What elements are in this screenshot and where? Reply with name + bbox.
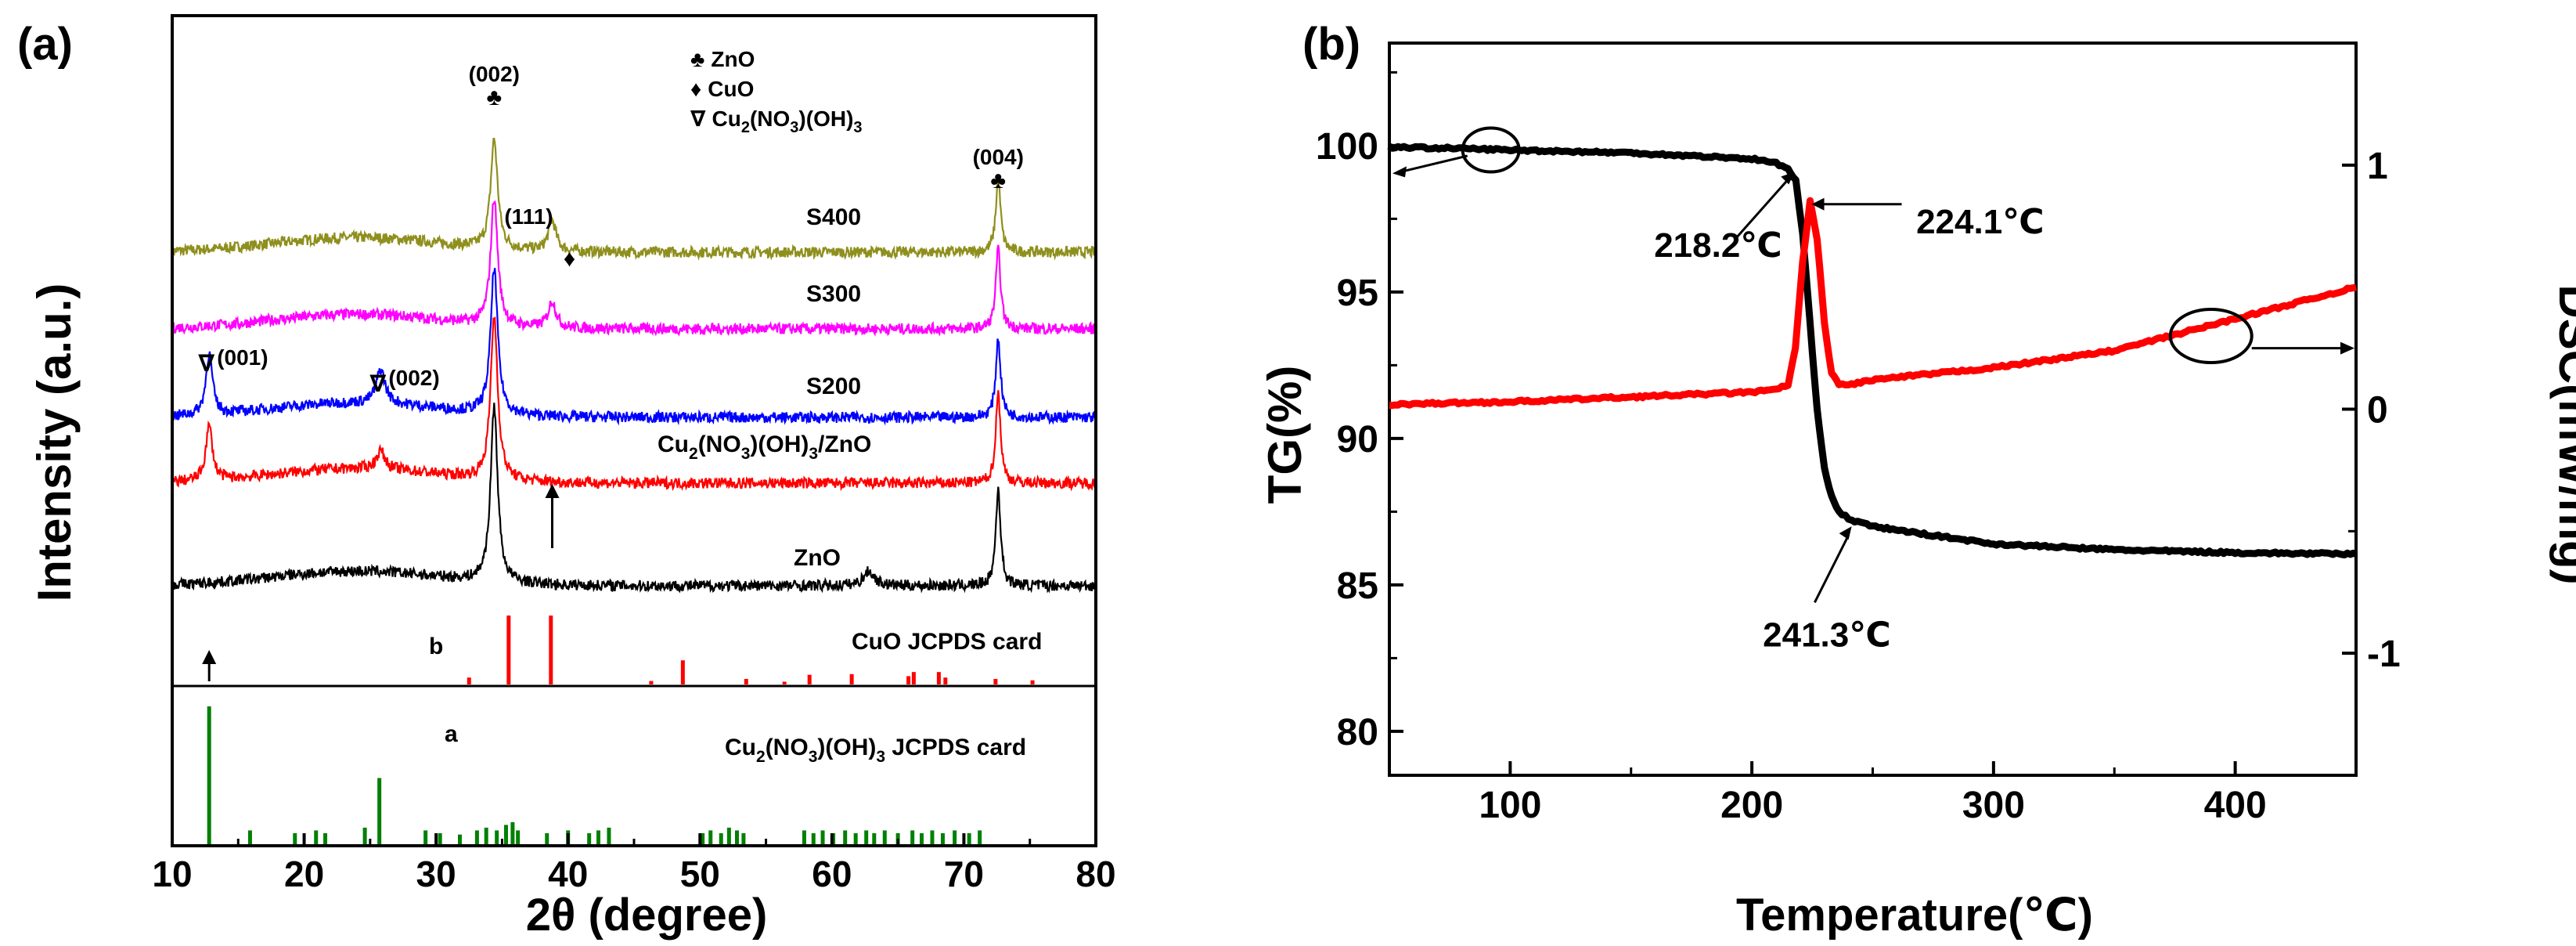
annot-label: 218.2℃ [1654,226,1782,265]
curve-DSC [1389,197,2358,410]
y-left-tick-label: 90 [1337,419,1378,460]
y-left-tick-label: 80 [1337,712,1378,753]
series-label-zno: ZnO [794,545,841,571]
x-tick-label: 200 [1720,785,1783,826]
x-tick-label: 300 [1962,785,2025,826]
marker-arrow-head [545,484,560,498]
legend-cu2-symbol: ∇ [690,107,706,131]
series-label-cu2-zno: Cu2(NO3)(OH)3/ZnO [658,431,871,463]
peak-symbol: ♣ [486,85,502,110]
series-label-s300: S300 [806,281,861,307]
card-label-cuo: CuO JCPDS card [852,629,1042,655]
card-letter-b: b [429,634,443,659]
x-tick-label: 40 [548,854,588,894]
trace-Cu2(NO3)(OH)3/ZnO [171,316,1097,492]
legend-zno-symbol: ♣ [690,47,704,71]
annot-label: 241.3℃ [1763,616,1890,654]
legend-cuo-symbol: ♦ [690,77,701,101]
panel-a-ylabel: Intensity (a.u.) [28,283,81,602]
legend-zno-label: ZnO [711,47,755,71]
curve-TG [1387,143,2358,558]
legend-cuo-label: CuO [708,77,754,101]
series-label-s400: S400 [806,204,861,230]
peak-symbol: ♦ [564,246,575,272]
peak-symbol: ♣ [990,168,1006,193]
trace-ZnO [171,403,1097,594]
trace-S300 [171,200,1097,337]
tg-axis-arrow [1400,154,1468,174]
y-left-tick-label: 85 [1337,565,1378,607]
y-left-tick-label: 100 [1316,126,1378,168]
dsc-axis-ellipse [2168,308,2254,364]
peak-label: (001) [217,345,268,370]
panel-a-label: (a) [17,19,73,70]
panel-b-ylabel-right: DSC(mW/mg) [2549,284,2576,584]
trace-S200 [171,268,1097,426]
x-tick-label: 70 [944,854,984,894]
trace-S400 [171,138,1097,261]
y-right-tick-label: 0 [2367,390,2388,431]
peak-label: (004) [973,145,1024,169]
plot-border [171,14,1097,847]
legend-zno: ♣ ZnO [690,47,755,71]
x-tick-label: 30 [416,854,456,894]
annot-arrow [1814,534,1850,604]
x-tick-label: 50 [680,854,720,894]
panel-a-xlabel: 2θ (degree) [526,890,768,941]
x-tick-label: 20 [284,854,324,894]
dsc-axis-arrowhead [2340,341,2354,355]
series-label-s200: S200 [806,374,861,399]
annot-arrowhead [1839,526,1852,540]
x-tick-label: 80 [1075,854,1115,894]
panel-a-xrd-chart: (a) 10 20 30 40 50 60 70 80 (002)♣(111)♦(004)♣∇… [17,14,1116,941]
panel-b-xlabel: Temperature(℃) [1736,890,2093,941]
x-tick-label: 60 [812,854,852,894]
annot-arrow [1734,177,1791,240]
peak-symbol: ∇ [369,371,386,397]
annot-label: 224.1℃ [1916,203,2044,241]
annot-arrowhead [1811,197,1825,211]
peak-label: (111) [504,204,553,229]
panel-b-tg-dsc-chart: (b) 100 200 300 400 80 85 90 95 100 -1 0 1 218.2℃ 22… [1259,19,2576,941]
card-label-cu2: Cu2(NO3)(OH)3 JCPDS card [725,735,1026,766]
legend-cuo: ♦ CuO [690,77,754,101]
temperature-annotations: 218.2℃ 224.1℃ 241.3℃ [1392,126,2354,654]
phase-legend: ♣ ZnO ♦ CuO ∇ Cu2(NO3)(OH)3 [690,47,863,136]
y-left-tick-label: 95 [1337,273,1378,314]
x-tick-label: 10 [152,854,192,894]
legend-cu2: ∇ Cu2(NO3)(OH)3 [690,107,863,136]
y-right-tick-label: 1 [2367,146,2388,187]
tg-dsc-curves [1387,143,2358,558]
panel-b-label: (b) [1302,19,1360,70]
marker-arrow-head [202,650,217,664]
y-right-tick-label: -1 [2367,634,2401,675]
peak-label: (002) [388,366,439,390]
xrd-traces [171,138,1097,594]
x-tick-label: 100 [1479,785,1541,826]
peak-label: (002) [469,62,520,86]
panel-a-plot-frame: 10 20 30 40 50 60 70 80 [152,14,1116,894]
panel-b-ylabel-left: TG(%) [1259,366,1311,504]
peak-annotations: (002)♣(111)♦(004)♣∇ (001)∇ (002) [198,62,1024,681]
series-labels: S400 S300 S200 Cu2(NO3)(OH)3/ZnO ZnO b C… [429,204,1042,766]
x-tick-label: 400 [2204,785,2267,826]
panel-b-plot-frame: 100 200 300 400 80 85 90 95 100 -1 0 1 [1316,42,2401,826]
peak-symbol: ∇ [198,351,214,377]
card-letter-a: a [445,721,458,747]
tg-axis-ellipse [1461,126,1521,174]
tg-axis-arrowhead [1392,166,1407,178]
annot-arrowhead [1781,172,1795,185]
